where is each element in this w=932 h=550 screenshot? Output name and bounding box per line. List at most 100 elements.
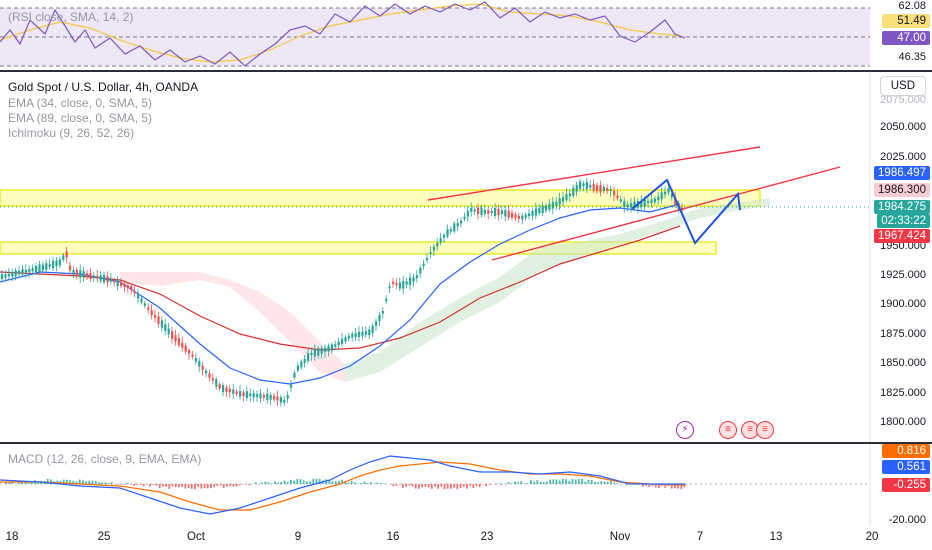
histogram-bar (533, 481, 535, 484)
us-flag-icon[interactable]: ≡ (756, 421, 774, 439)
projection-pattern[interactable] (631, 178, 741, 245)
candle (150, 310, 153, 316)
histogram-bar (248, 484, 251, 486)
candle (398, 282, 401, 289)
rsi-pane[interactable]: (RSI close, SMA, 14, 2) 62.08 51.49 47.0… (0, 0, 932, 70)
candle (650, 199, 653, 204)
candle (500, 210, 503, 215)
histogram-bar (126, 482, 129, 484)
price-pane[interactable]: Gold Spot / U.S. Dollar, 4h, OANDA EMA (… (0, 72, 932, 442)
currency-button[interactable]: USD (879, 76, 926, 96)
histogram-bar (254, 482, 257, 484)
histogram-bar (424, 484, 427, 487)
histogram-bar (462, 484, 465, 487)
histogram-bar (261, 482, 263, 484)
pane-separator[interactable] (0, 70, 932, 72)
candle (177, 338, 180, 346)
histogram-bar (264, 481, 267, 484)
candle (337, 341, 340, 346)
histogram-bar (229, 484, 231, 486)
histogram-bar (226, 484, 228, 487)
macd-label: MACD (12, 26, close, 9, EMA, EMA) (8, 452, 202, 466)
candlestick-series[interactable] (1, 178, 684, 407)
us-flag-icon[interactable]: ≡ (741, 421, 759, 439)
candle (14, 270, 17, 277)
rsi-sma-badge: 51.49 (882, 14, 930, 28)
candle (191, 354, 194, 357)
candle (541, 205, 544, 214)
histogram-bar (341, 479, 343, 484)
candle (317, 348, 320, 356)
candle (409, 277, 412, 285)
histogram-bar (437, 484, 439, 489)
histogram-bar (37, 482, 39, 484)
candle (613, 190, 616, 196)
histogram-bar (558, 480, 561, 484)
histogram-bar (613, 482, 615, 484)
us-flag-icon[interactable]: ≡ (719, 421, 737, 439)
candle (653, 198, 656, 203)
histogram-bar (98, 482, 100, 484)
candle (456, 223, 459, 227)
histogram-bar (459, 484, 462, 489)
time-tick: Oct (187, 531, 205, 543)
time-axis[interactable]: 18 25 Oct 9 16 23 Nov 7 13 20 (0, 526, 932, 550)
histogram-bar (18, 481, 20, 484)
lightning-icon[interactable]: ⚡ (676, 421, 694, 439)
histogram-bar (414, 484, 417, 489)
candle (599, 184, 602, 193)
histogram-bar (654, 484, 657, 488)
candle (664, 191, 667, 195)
histogram-bar (574, 479, 577, 484)
candle (79, 270, 82, 278)
candle (643, 199, 646, 207)
candle (245, 391, 248, 398)
time-tick: 25 (97, 531, 111, 543)
candle (347, 335, 350, 339)
histogram-bar (418, 484, 420, 489)
candle (324, 347, 327, 352)
candle (242, 392, 245, 397)
candle (419, 267, 422, 274)
histogram-bar (670, 484, 673, 489)
histogram-bar (210, 484, 212, 488)
candle (55, 260, 58, 267)
candle (300, 361, 303, 368)
histogram-bar (498, 483, 500, 484)
histogram-bar (373, 483, 375, 484)
histogram-bar (235, 484, 238, 487)
candle (232, 389, 235, 394)
upper-trend-line[interactable] (427, 146, 761, 201)
macd-pane[interactable]: MACD (12, 26, close, 9, EMA, EMA) 0.816 … (0, 444, 932, 526)
histogram-bar (651, 484, 654, 486)
histogram-bar (514, 481, 516, 484)
price-chart[interactable] (0, 72, 932, 442)
histogram-bar (549, 479, 551, 484)
ema34-legend[interactable]: EMA (34, close, 0, SMA, 5) (8, 96, 153, 110)
candle (592, 183, 595, 191)
histogram-bar (408, 484, 411, 486)
ichimoku-legend[interactable]: Ichimoku (9, 26, 52, 26) (8, 126, 135, 140)
candle (674, 197, 677, 205)
histogram-bar (130, 484, 132, 485)
histogram-bar (485, 484, 487, 487)
candle (218, 384, 221, 389)
candle (157, 316, 160, 324)
pane-separator[interactable] (0, 442, 932, 444)
candle (368, 329, 371, 336)
candle (429, 252, 432, 255)
histogram-bar (338, 480, 340, 484)
ema89-legend[interactable]: EMA (89, close, 0, SMA, 5) (8, 111, 153, 125)
candle (344, 337, 347, 342)
price-tick: 1950.000 (880, 240, 926, 252)
histogram-bar (274, 481, 276, 484)
histogram-bar (363, 481, 366, 484)
candle (307, 353, 310, 362)
lower-trend-line[interactable] (491, 166, 841, 261)
histogram-bar (66, 479, 68, 484)
candle (521, 215, 524, 220)
candle (52, 260, 55, 269)
candle (82, 271, 85, 278)
candle (143, 303, 146, 306)
histogram-bar (88, 480, 91, 484)
